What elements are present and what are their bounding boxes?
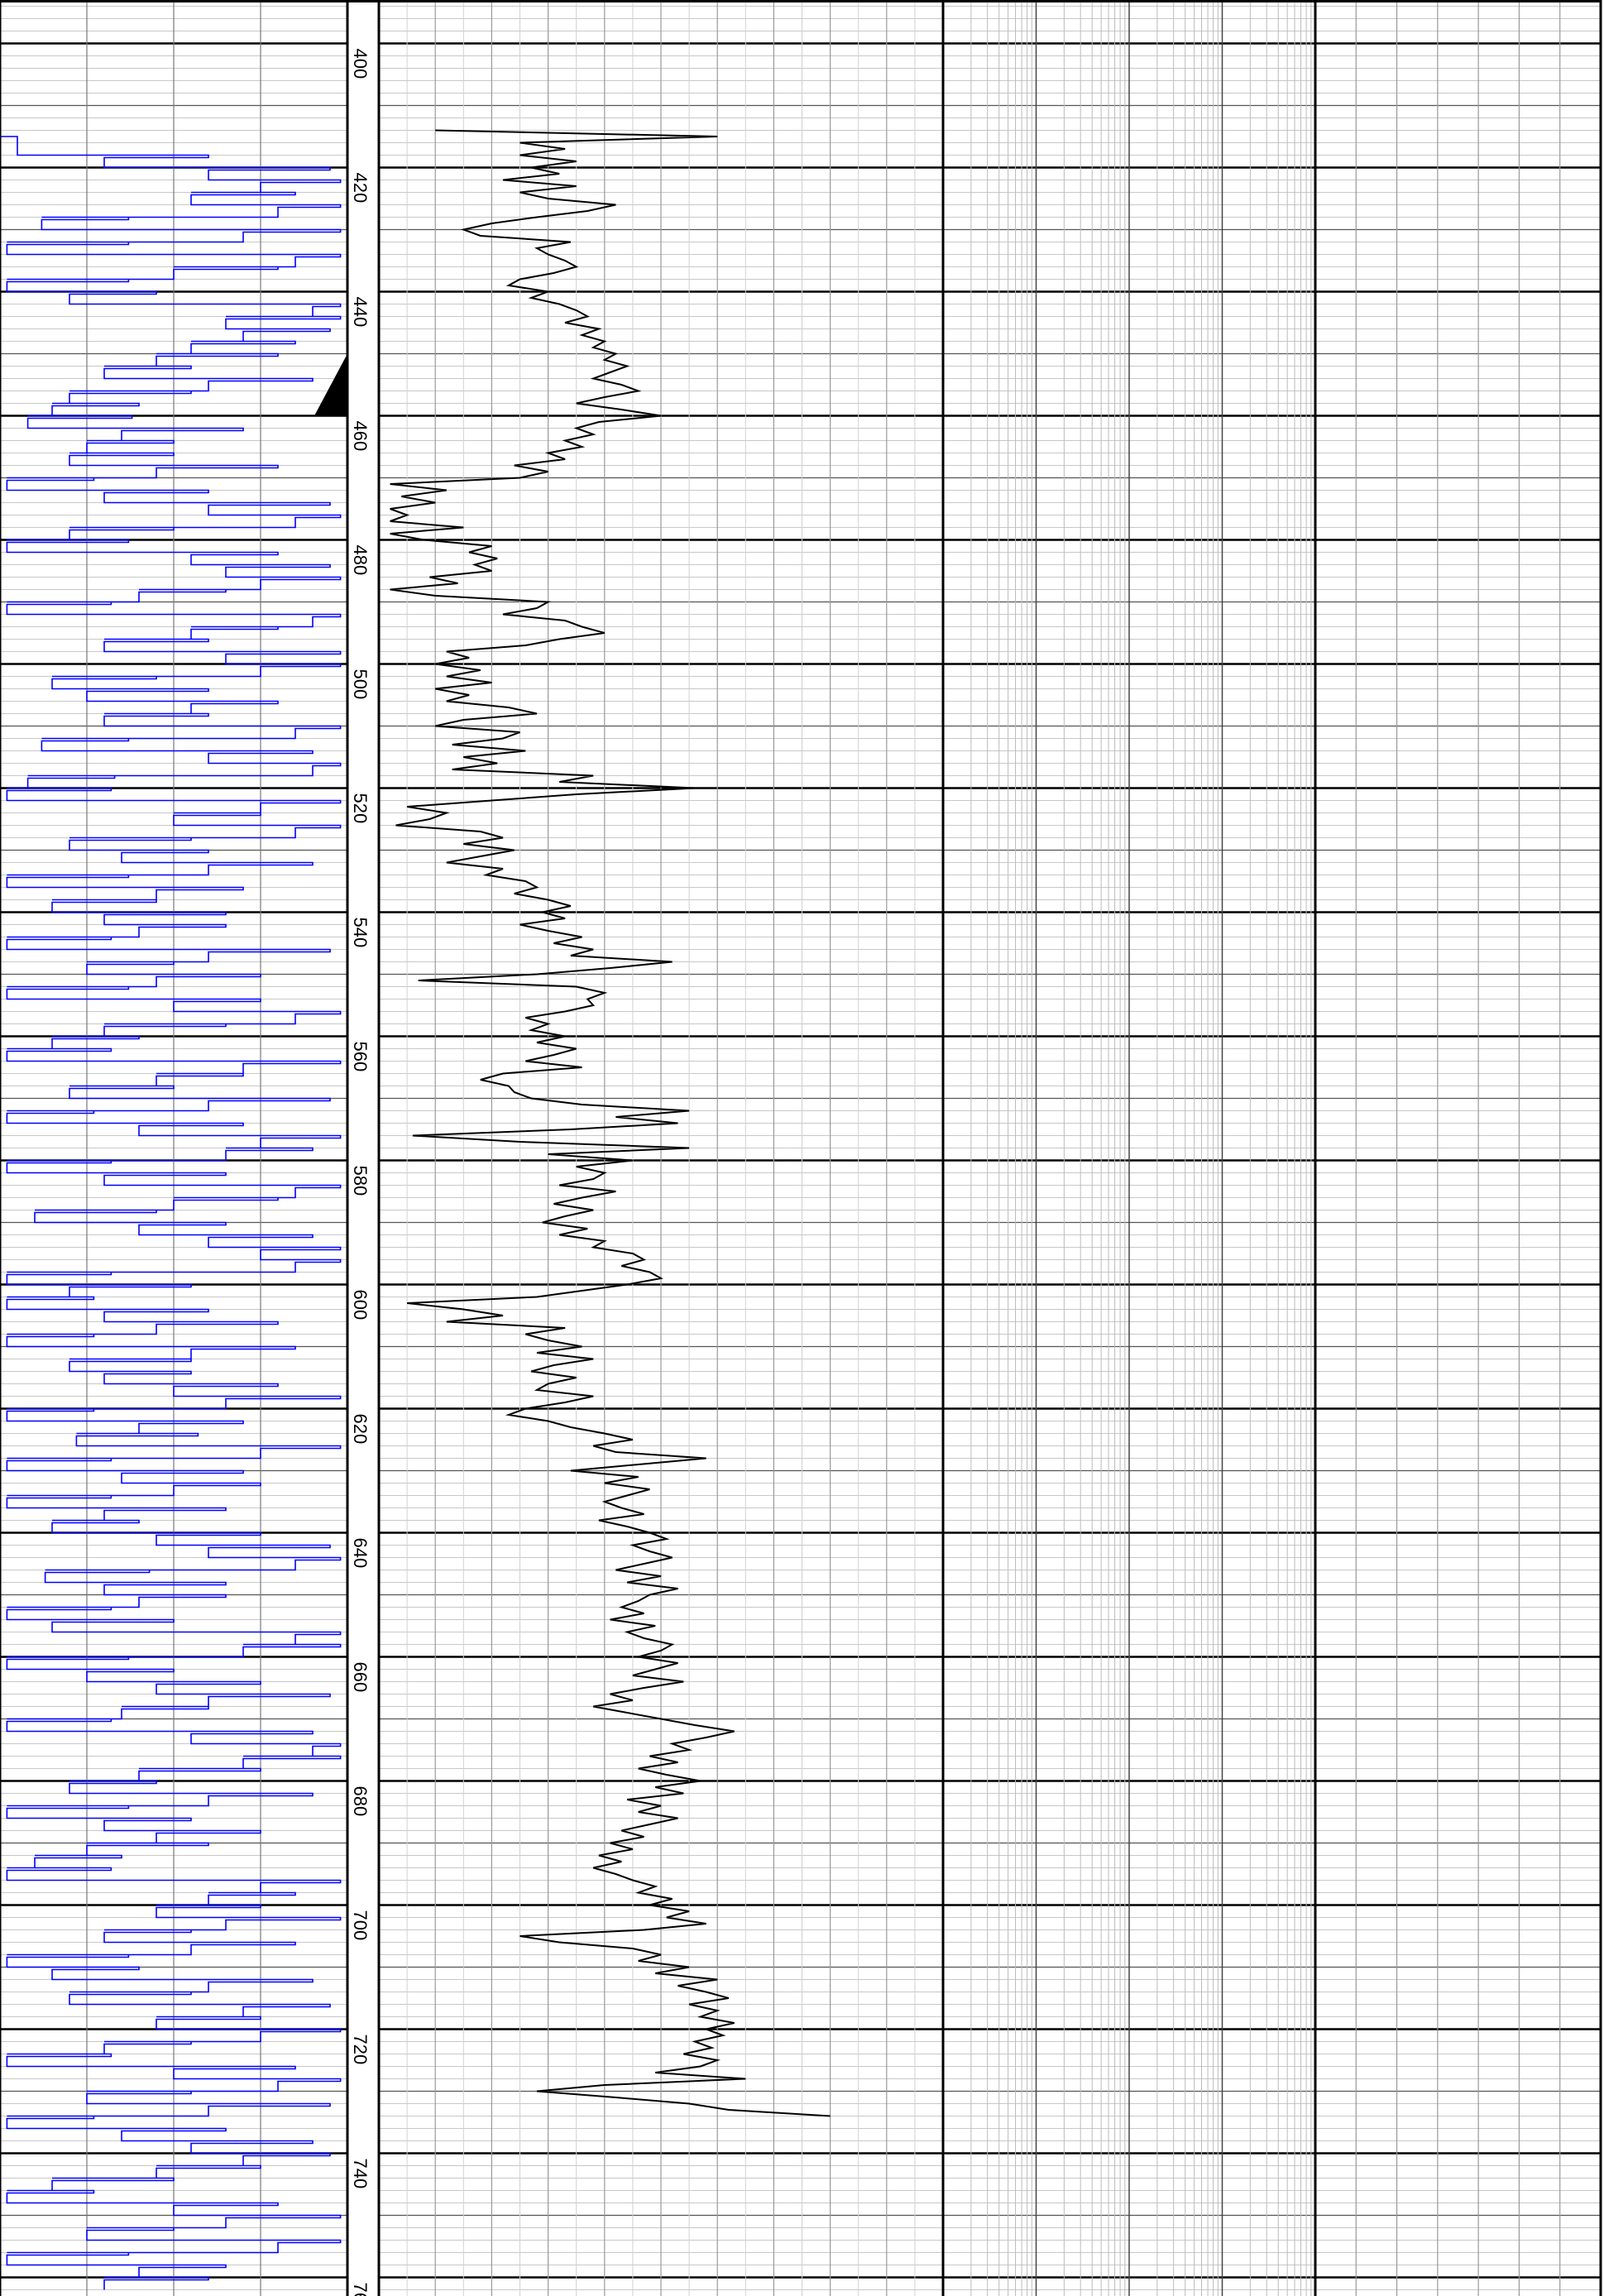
- depth-label-640: 640: [350, 1538, 371, 1569]
- depth-label-480: 480: [350, 545, 371, 576]
- log-curves: [0, 129, 831, 2290]
- depth-label-580: 580: [350, 1166, 371, 1196]
- depth-label-760: 760: [350, 2283, 371, 2296]
- depth-label-660: 660: [350, 1662, 371, 1693]
- depth-label-520: 520: [350, 793, 371, 824]
- depth-label-500: 500: [350, 669, 371, 700]
- depth-label-700: 700: [350, 1910, 371, 1941]
- curve-track-1: [0, 136, 342, 2290]
- depth-label-440: 440: [350, 297, 371, 328]
- marker-triangle: [314, 353, 347, 416]
- depth-label-740: 740: [350, 2159, 371, 2189]
- depth-label-400: 400: [350, 49, 371, 79]
- depth-tick-labels: 400 420 440 460 480 500 520 540 560 580 600 620 640 6…: [350, 49, 371, 2296]
- depth-label-680: 680: [350, 1786, 371, 1817]
- depth-label-620: 620: [350, 1414, 371, 1445]
- formation-marker: [314, 353, 347, 416]
- depth-label-600: 600: [350, 1290, 371, 1321]
- curve-track-2: [390, 129, 831, 2117]
- depth-label-460: 460: [350, 421, 371, 452]
- depth-label-560: 560: [350, 1042, 371, 1072]
- depth-label-720: 720: [350, 2035, 371, 2065]
- depth-label-420: 420: [350, 173, 371, 204]
- depth-label-540: 540: [350, 918, 371, 948]
